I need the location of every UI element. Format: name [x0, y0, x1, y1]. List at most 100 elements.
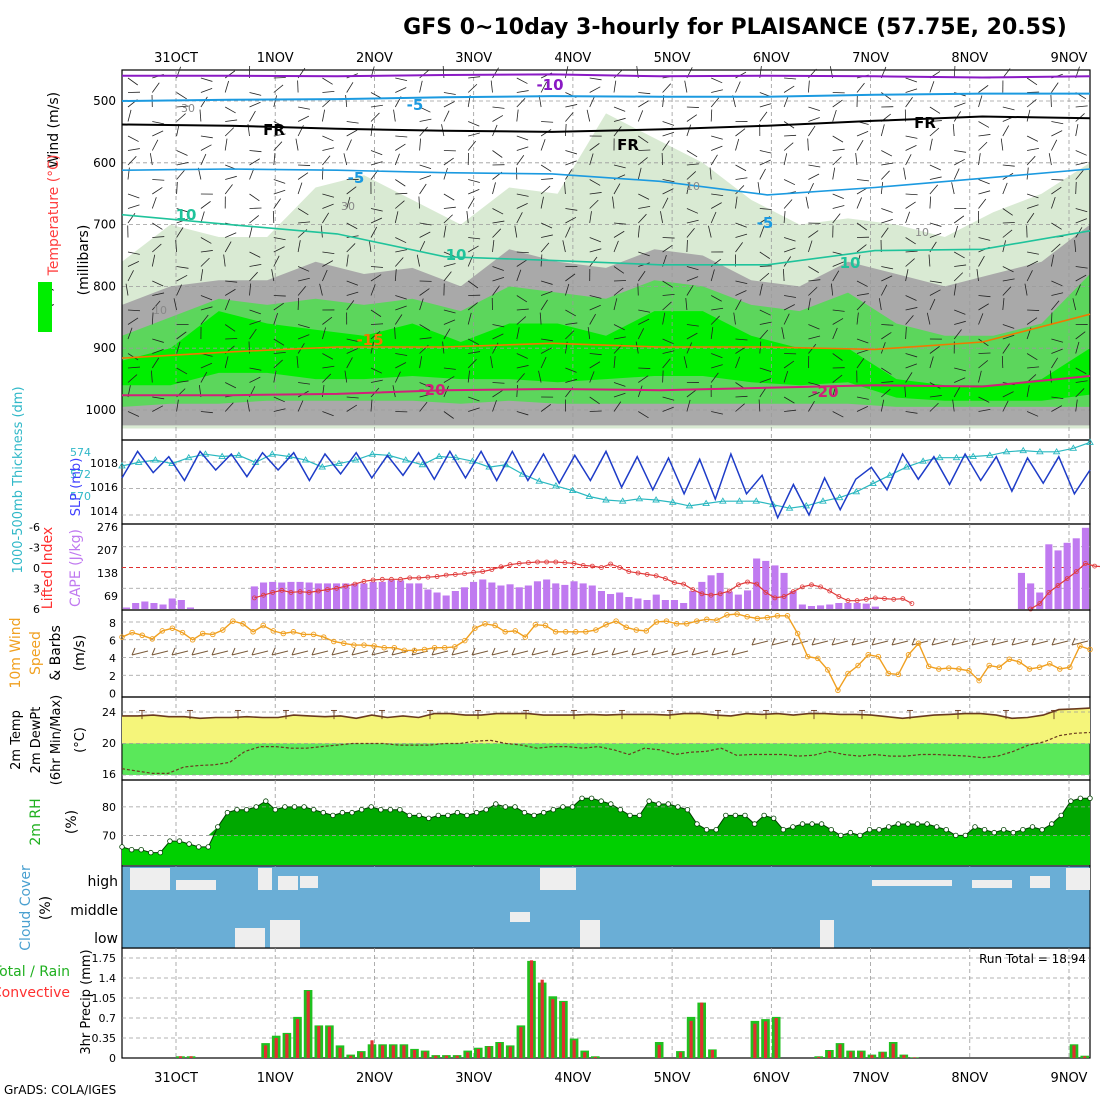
wind-barb: [662, 237, 675, 239]
wind-barb: [905, 269, 909, 282]
rh-marker: [790, 824, 796, 830]
precip-rain-bar: [508, 1046, 512, 1058]
wind-barb: [905, 201, 916, 209]
wind-barb: [905, 77, 918, 83]
wind-barb: [516, 146, 529, 151]
wind-speed-marker: [562, 629, 569, 635]
cape-bar: [725, 591, 733, 609]
wind-barb: [978, 85, 989, 93]
wind-barb-tick: [131, 647, 136, 656]
wind-barb: [929, 356, 934, 369]
wind-barb-tick: [371, 647, 376, 656]
wind-barb: [953, 111, 962, 122]
wind-barb: [686, 150, 698, 158]
wind-speed-marker: [210, 631, 216, 638]
wind-barb: [891, 640, 909, 646]
wind-barb: [395, 257, 404, 267]
wind-barb: [662, 140, 670, 151]
wind-speed-marker: [804, 653, 811, 660]
wind-barb: [771, 640, 789, 646]
wind-barb: [711, 364, 723, 369]
rh-marker: [598, 798, 604, 804]
lifted-index-marker: [416, 575, 422, 581]
wind-barb: [451, 650, 469, 656]
wind-barb-tick: [351, 647, 356, 656]
wind-barb: [1002, 182, 1008, 195]
cape-bar: [479, 579, 487, 609]
wind-barb: [613, 240, 619, 253]
wind-barb: [808, 230, 819, 238]
wind-barb: [176, 341, 181, 354]
wind-barb: [856, 179, 869, 182]
wind-barb: [905, 353, 918, 358]
cloud-gap: [130, 868, 170, 890]
wind-barb: [492, 150, 503, 158]
wind-barb: [637, 110, 644, 122]
wind-barb: [346, 280, 359, 286]
wind-barb-tick: [1071, 637, 1076, 646]
wind-barb: [1051, 640, 1069, 646]
wind-barb: [710, 109, 713, 122]
lifted-index-marker: [1028, 606, 1033, 612]
wind-barb: [783, 360, 795, 369]
wind-barb: [759, 283, 763, 296]
thickness-marker: [1036, 447, 1044, 455]
wind-barb: [709, 167, 712, 180]
wind-barb: [565, 123, 567, 137]
wind-barb: [492, 333, 504, 340]
wind-barb: [808, 343, 817, 354]
wind-barb: [176, 227, 184, 238]
wind-barb: [711, 353, 723, 359]
lifted-index-marker: [388, 576, 394, 582]
wind-barb: [127, 366, 140, 369]
wind-barb-tick: [811, 637, 816, 646]
wind-barb: [1026, 385, 1030, 398]
precip-rain-bar: [338, 1047, 342, 1058]
thickness-marker: [685, 502, 694, 509]
lifted-index-marker: [325, 587, 330, 592]
wind-barb: [419, 393, 432, 398]
cloud-gap: [1030, 876, 1050, 888]
wind-barb: [808, 324, 820, 330]
wind-barb: [662, 338, 674, 345]
wind-speed-marker: [552, 629, 559, 635]
wind-barb: [589, 304, 601, 311]
wind-barb: [613, 230, 625, 238]
rh-marker: [234, 807, 240, 813]
wind-barb: [735, 138, 740, 151]
date-label-bottom: 6NOV: [753, 1071, 790, 1086]
precip-rain-bar: [412, 1050, 417, 1058]
wind-barb: [1075, 181, 1077, 195]
wind-barb: [565, 208, 578, 211]
thickness-marker: [301, 456, 310, 463]
wind-barb-tick: [511, 647, 516, 656]
lifted-index-marker: [1073, 569, 1079, 574]
wind-barb-tick: [1031, 637, 1036, 646]
cape-bar: [1081, 527, 1089, 609]
wind-barb: [322, 327, 327, 340]
wind-barb: [541, 178, 554, 180]
wind-barb: [1071, 640, 1089, 646]
wind-barb: [516, 327, 520, 340]
wind-barb: [322, 212, 330, 224]
wind-barb: [589, 95, 596, 108]
wind-speed-marker: [421, 646, 428, 653]
wind-barb: [298, 106, 310, 110]
wind-barb: [467, 245, 479, 253]
precip-rain-bar: [264, 1045, 268, 1058]
wind-barb: [211, 650, 229, 656]
wind-barb: [346, 300, 355, 311]
wind-barb: [931, 640, 949, 646]
wind-barb: [710, 327, 714, 340]
lifted-index-marker: [736, 582, 741, 588]
wind-barb: [832, 213, 841, 224]
wind-speed-marker: [694, 618, 700, 624]
lifted-index-marker: [261, 592, 266, 598]
wind-barb: [297, 266, 310, 272]
wind-speed-marker: [895, 671, 902, 678]
rh-marker: [550, 807, 556, 813]
wind-barb: [1075, 170, 1084, 180]
wind-barb: [419, 175, 432, 180]
wind-barb: [685, 298, 688, 311]
wind-barb: [589, 77, 602, 81]
